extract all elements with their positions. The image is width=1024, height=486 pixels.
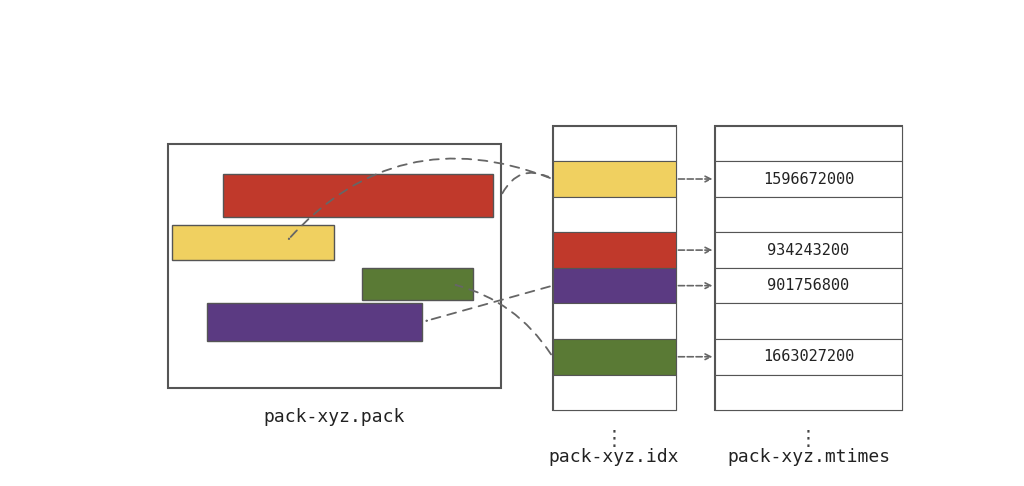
Bar bbox=[172, 225, 334, 260]
Bar bbox=[553, 232, 676, 268]
Bar bbox=[715, 126, 902, 410]
Bar bbox=[553, 197, 676, 232]
Text: 1663027200: 1663027200 bbox=[763, 349, 854, 364]
FancyArrowPatch shape bbox=[456, 285, 551, 354]
Bar bbox=[715, 232, 902, 268]
Bar bbox=[168, 144, 501, 388]
Text: ⋮: ⋮ bbox=[603, 429, 625, 449]
Bar bbox=[715, 303, 902, 339]
Text: pack-xyz.idx: pack-xyz.idx bbox=[549, 448, 679, 466]
Bar bbox=[553, 268, 676, 303]
Bar bbox=[715, 339, 902, 375]
Text: ⋮: ⋮ bbox=[798, 429, 819, 449]
Bar bbox=[715, 197, 902, 232]
Bar bbox=[553, 375, 676, 410]
Text: 901756800: 901756800 bbox=[767, 278, 850, 293]
FancyArrowPatch shape bbox=[289, 158, 550, 239]
Bar bbox=[553, 126, 676, 161]
Text: pack-xyz.mtimes: pack-xyz.mtimes bbox=[727, 448, 890, 466]
FancyArrowPatch shape bbox=[426, 286, 550, 321]
Bar bbox=[362, 268, 473, 300]
Bar bbox=[553, 339, 676, 375]
Bar bbox=[553, 161, 676, 197]
FancyArrowPatch shape bbox=[503, 173, 548, 193]
Bar bbox=[715, 375, 902, 410]
Bar bbox=[715, 268, 902, 303]
Text: pack-xyz.pack: pack-xyz.pack bbox=[263, 408, 406, 426]
Bar bbox=[553, 303, 676, 339]
Text: 1596672000: 1596672000 bbox=[763, 172, 854, 187]
Bar bbox=[553, 126, 676, 410]
Bar bbox=[223, 174, 494, 217]
Bar bbox=[207, 303, 422, 341]
Bar bbox=[715, 126, 902, 161]
Text: 934243200: 934243200 bbox=[767, 243, 850, 258]
Bar bbox=[715, 161, 902, 197]
